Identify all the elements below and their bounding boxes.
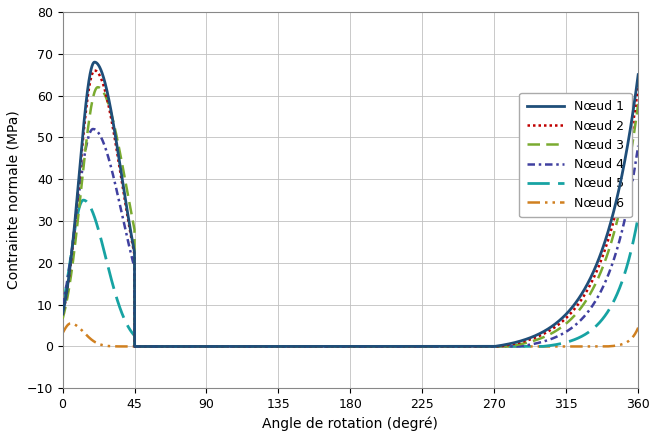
Nœud 5: [610, 298, 618, 303]
Nœud 5: [79, 198, 87, 203]
Line: Nœud 5: Nœud 5: [62, 200, 638, 346]
Nœud 1: [91, 60, 99, 65]
Nœud 4: [58, 303, 66, 308]
Nœud 3: [94, 85, 102, 90]
Nœud 2: [634, 85, 642, 90]
Nœud 4: [131, 344, 139, 349]
Line: Nœud 1: Nœud 1: [62, 62, 638, 346]
Nœud 5: [634, 214, 642, 219]
Nœud 1: [480, 344, 487, 349]
Nœud 4: [89, 127, 97, 132]
Nœud 4: [496, 344, 504, 349]
Nœud 2: [254, 344, 262, 349]
Nœud 5: [480, 344, 487, 349]
Nœud 2: [331, 344, 339, 349]
Nœud 2: [91, 68, 99, 73]
Nœud 1: [603, 233, 611, 238]
Nœud 3: [480, 344, 487, 349]
Nœud 4: [480, 344, 487, 349]
Nœud 6: [331, 344, 339, 349]
Nœud 1: [496, 343, 504, 348]
Nœud 6: [58, 330, 66, 336]
Nœud 5: [331, 344, 339, 349]
Nœud 4: [634, 143, 642, 148]
Nœud 6: [634, 325, 642, 330]
Nœud 4: [331, 344, 339, 349]
Nœud 3: [603, 253, 611, 258]
Nœud 4: [603, 276, 611, 281]
Nœud 4: [254, 344, 262, 349]
Nœud 5: [254, 344, 262, 349]
Nœud 6: [603, 344, 611, 349]
Nœud 6: [480, 344, 487, 349]
Nœud 3: [634, 101, 642, 106]
Nœud 6: [254, 344, 262, 349]
Nœud 3: [254, 344, 262, 349]
Nœud 3: [131, 344, 139, 349]
Nœud 2: [610, 216, 618, 222]
Nœud 6: [131, 344, 139, 349]
Nœud 1: [634, 72, 642, 77]
Line: Nœud 3: Nœud 3: [62, 87, 638, 346]
Nœud 1: [254, 344, 262, 349]
Nœud 3: [496, 344, 504, 349]
Nœud 6: [66, 321, 74, 326]
Nœud 5: [58, 305, 66, 310]
Nœud 2: [480, 344, 487, 349]
Nœud 4: [610, 256, 618, 261]
Nœud 2: [603, 241, 611, 246]
Nœud 2: [131, 344, 139, 349]
Nœud 2: [496, 344, 504, 349]
Nœud 5: [131, 344, 139, 349]
Nœud 1: [610, 207, 618, 212]
Nœud 1: [58, 311, 66, 317]
Legend: Nœud 1, Nœud 2, Nœud 3, Nœud 4, Nœud 5, Nœud 6: Nœud 1, Nœud 2, Nœud 3, Nœud 4, Nœud 5, …: [519, 93, 632, 217]
Line: Nœud 6: Nœud 6: [62, 324, 638, 346]
Nœud 5: [496, 344, 504, 349]
Nœud 2: [58, 312, 66, 318]
Line: Nœud 2: Nœud 2: [62, 71, 638, 346]
Y-axis label: Contrainte normale (MPa): Contrainte normale (MPa): [7, 111, 21, 290]
Line: Nœud 4: Nœud 4: [62, 129, 638, 346]
Nœud 1: [331, 344, 339, 349]
X-axis label: Angle de rotation (degré): Angle de rotation (degré): [262, 417, 438, 431]
Nœud 6: [496, 344, 504, 349]
Nœud 1: [131, 344, 139, 349]
Nœud 6: [610, 343, 618, 349]
Nœud 3: [610, 230, 618, 235]
Nœud 3: [331, 344, 339, 349]
Nœud 5: [603, 310, 611, 315]
Nœud 3: [58, 316, 66, 321]
